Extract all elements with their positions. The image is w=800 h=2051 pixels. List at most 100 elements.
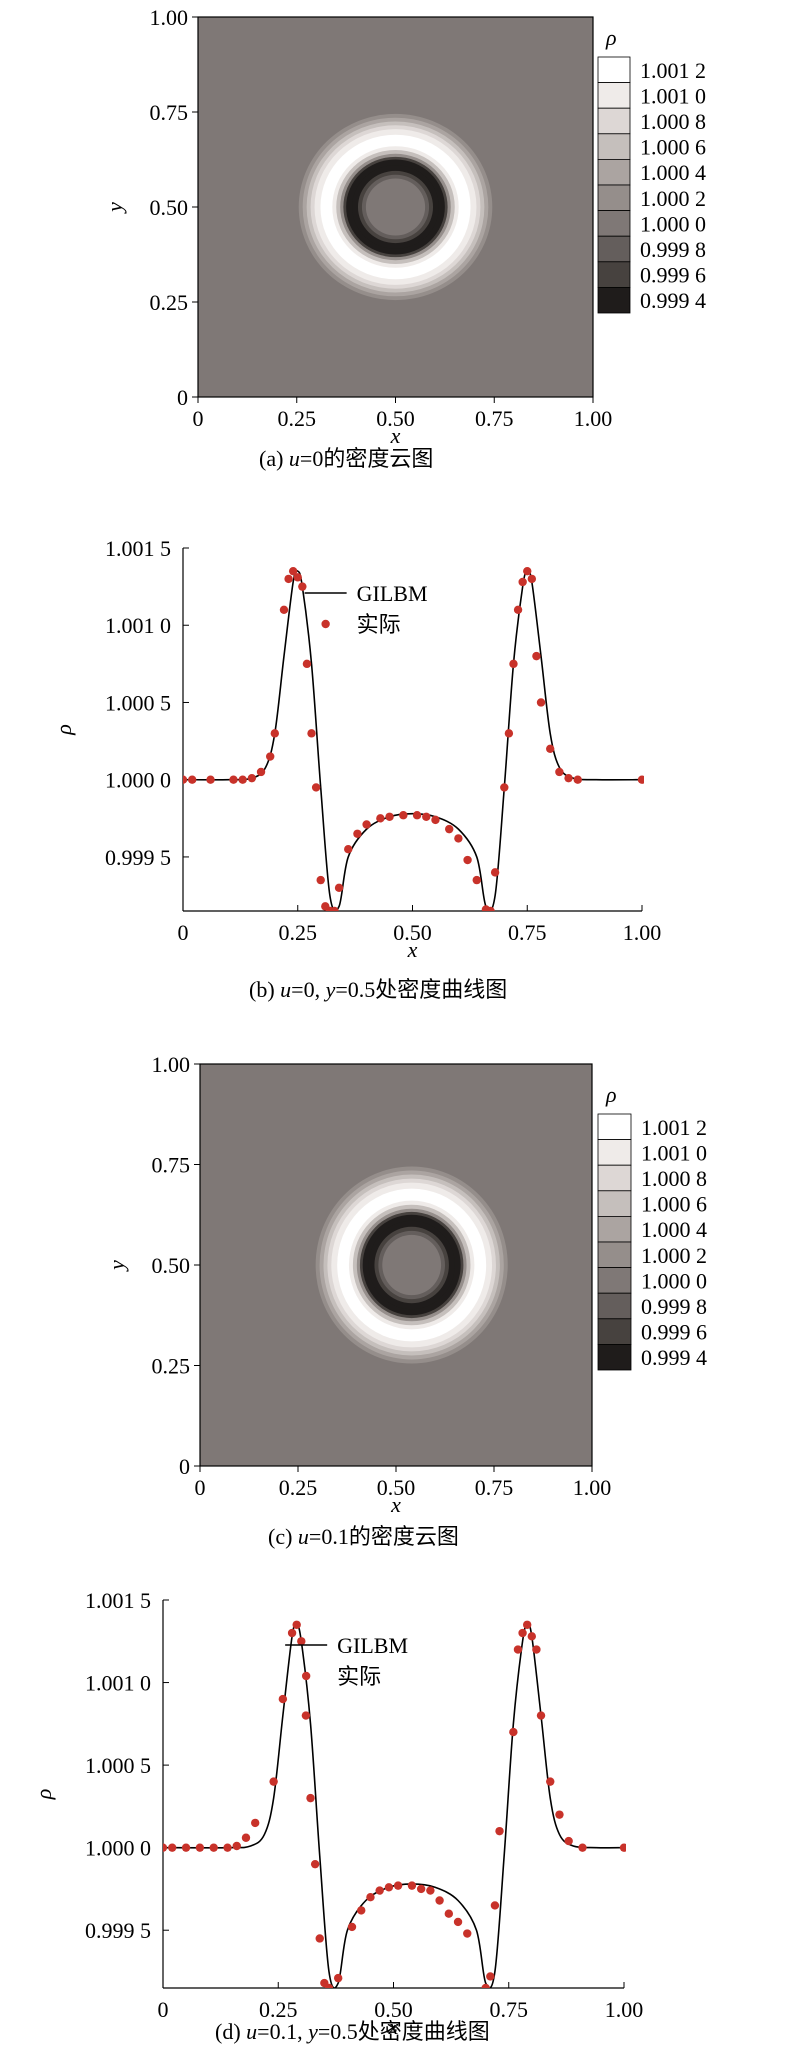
actual-data-point — [555, 1810, 564, 1819]
y-tick-label: 1.001 0 — [105, 613, 171, 638]
actual-data-point — [206, 775, 215, 784]
caption-prefix: (b) — [249, 977, 280, 1002]
x-tick-label: 0.75 — [475, 406, 514, 431]
x-tick-label: 0 — [158, 1997, 169, 2022]
colorbar-level-label: 1.001 0 — [640, 83, 706, 108]
heatmap-chart-a: 00 0.25 0.25 0.50 0.50 0.75 0.75 1.00 1.00 x y ρ 1.0… — [102, 5, 706, 471]
y-tick-label: 1.00 — [150, 5, 189, 30]
actual-data-point — [619, 1843, 626, 1852]
y-tick-label: 0.999 5 — [105, 845, 171, 870]
actual-data-point — [637, 775, 644, 784]
legend-point-swatch — [321, 619, 330, 629]
actual-data-point — [546, 1777, 555, 1786]
x-tick-label: 0.50 — [376, 406, 415, 431]
actual-data-point — [472, 875, 481, 885]
actual-data-point — [307, 729, 316, 738]
actual-data-point — [393, 1881, 403, 1890]
actual-data-point — [195, 1843, 205, 1852]
x-tick-label: 0.25 — [259, 1997, 298, 2022]
y-tick-label: 1.000 5 — [105, 690, 171, 715]
y-tick-label: 1.001 0 — [85, 1671, 151, 1696]
actual-data-point — [232, 1841, 241, 1851]
actual-data-point — [486, 906, 495, 911]
x-tick-label: 0.25 — [278, 406, 317, 431]
colorbar-swatch — [597, 82, 631, 109]
y-axis-label: ρ — [51, 724, 76, 736]
y-tick-label: 0.75 — [152, 1153, 191, 1178]
actual-data-point — [330, 906, 339, 911]
y-tick-label: 1.00 — [152, 1052, 191, 1077]
actual-data-point — [578, 1843, 587, 1852]
actual-data-point — [518, 1628, 527, 1638]
colorbar-swatch — [597, 1190, 632, 1217]
actual-data-point — [376, 814, 385, 823]
actual-data-point — [298, 582, 307, 591]
legend-label-gilbm: GILBM — [337, 1633, 408, 1658]
colorbar-swatch — [597, 1139, 632, 1166]
actual-data-point — [256, 767, 266, 777]
colorbar-level-label: 0.999 8 — [640, 237, 706, 262]
x-tick-label: 1.00 — [623, 920, 662, 945]
colorbar-swatch — [597, 158, 631, 186]
actual-data-point — [181, 1843, 191, 1852]
y-tick-label: 0 — [179, 1454, 190, 1479]
colorbar-swatch — [597, 210, 631, 237]
actual-data-point — [445, 824, 454, 834]
actual-data-point — [278, 1694, 288, 1704]
caption-text: =0.5处密度曲线图 — [318, 2019, 490, 2044]
actual-data-point — [481, 1983, 490, 1988]
figure-caption: (d) u=0.1, y=0.5处密度曲线图 — [215, 2019, 490, 2044]
actual-data-point — [293, 573, 302, 582]
actual-data-point — [292, 1620, 301, 1629]
gilbm-series-line — [163, 1623, 625, 1988]
actual-data-point — [536, 698, 546, 707]
colorbar-swatch — [597, 1267, 632, 1294]
actual-data-point — [513, 605, 523, 614]
y-tick-label: 0.999 5 — [85, 1918, 151, 1943]
actual-data-point — [353, 829, 362, 838]
figure-caption: (c) u=0.1的密度云图 — [268, 1524, 459, 1549]
caption-variable: y — [324, 977, 336, 1002]
colorbar-level-label: 1.001 0 — [641, 1140, 707, 1165]
colorbar-level-label: 0.999 6 — [641, 1320, 707, 1345]
actual-data-point — [284, 574, 293, 584]
actual-data-point — [513, 1645, 523, 1654]
colorbar-level-label: 1.000 2 — [641, 1243, 707, 1268]
actual-data-point — [306, 1793, 315, 1803]
caption-variable: u — [298, 1524, 309, 1549]
line-chart-d: 0 0.25 0.50 0.75 1.00 0.999 5 1.000 0 1.000 5 1.… — [31, 1588, 643, 2044]
x-tick-label: 0.50 — [393, 920, 432, 945]
caption-prefix: (c) — [268, 1524, 298, 1549]
actual-data-point — [546, 744, 555, 754]
caption-variable: u — [280, 977, 291, 1002]
caption-variable: u — [246, 2019, 257, 2044]
x-tick-label: 1.00 — [605, 1997, 644, 2022]
actual-data-point — [527, 574, 537, 584]
line-chart-b: 0 0.25 0.50 0.75 1.00 0.999 5 1.000 0 1.000 5 1.… — [51, 536, 661, 1002]
actual-data-point — [536, 1711, 546, 1720]
actual-data-point — [334, 883, 344, 893]
x-axis-label: x — [390, 423, 401, 448]
colorbar-level-label: 1.000 4 — [641, 1217, 707, 1242]
actual-data-point — [463, 855, 472, 865]
actual-data-point — [269, 1777, 278, 1786]
actual-data-point — [431, 815, 440, 825]
colorbar-swatch — [597, 261, 631, 288]
actual-data-point — [344, 845, 353, 854]
x-tick-label: 0.75 — [490, 1997, 529, 2022]
actual-data-point — [399, 811, 408, 820]
actual-data-point — [416, 1884, 426, 1894]
colorbar-level-label: 0.999 4 — [640, 288, 706, 313]
actual-data-point — [564, 773, 573, 783]
actual-data-point — [311, 783, 321, 792]
actual-data-point — [495, 1826, 504, 1836]
figure-caption: (b) u=0, y=0.5处密度曲线图 — [249, 977, 507, 1002]
y-tick-label: 0 — [177, 385, 188, 410]
colorbar-swatch — [597, 1113, 632, 1141]
colorbar-level-label: 1.001 2 — [641, 1115, 707, 1140]
actual-data-point — [444, 1909, 454, 1918]
actual-data-point — [412, 811, 422, 820]
y-axis-label: y — [104, 1260, 129, 1272]
actual-data-point — [287, 1628, 297, 1638]
